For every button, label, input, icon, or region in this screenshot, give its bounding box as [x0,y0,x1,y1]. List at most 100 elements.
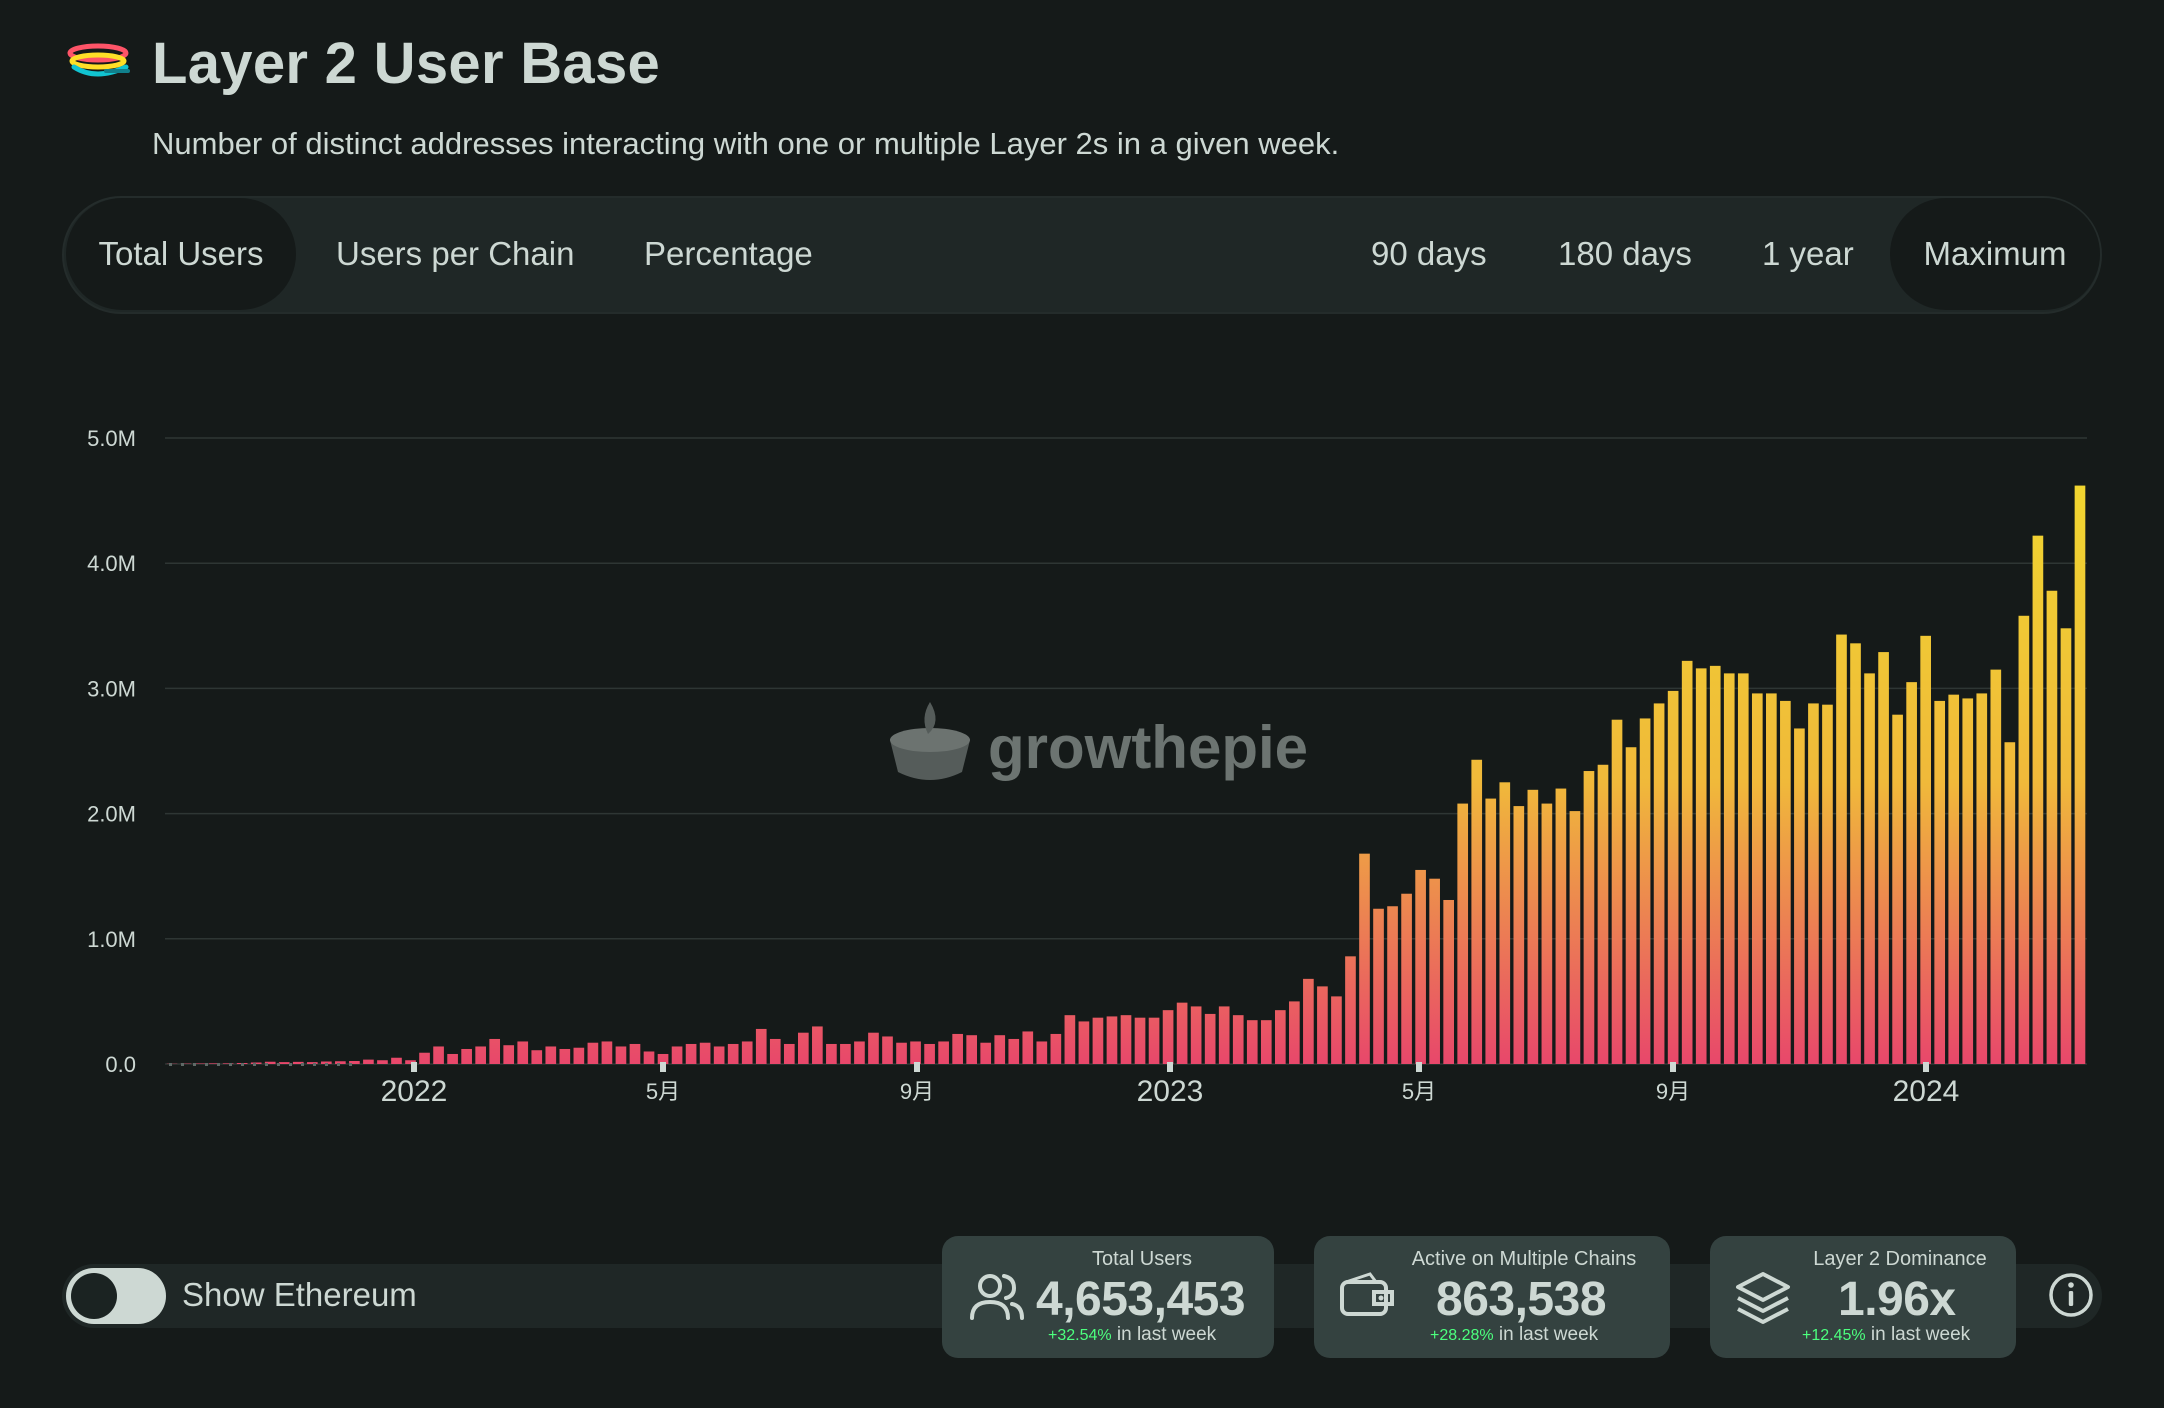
y-tick-label: 1.0M [87,927,136,952]
x-tick-mark [1923,1062,1929,1072]
info-icon[interactable] [2048,1272,2094,1318]
bar [615,1046,627,1064]
bar [882,1036,893,1064]
x-tick-label: 5月 [1402,1079,1436,1104]
baseline-dot [241,1063,244,1066]
card-label: Active on Multiple Chains [1411,1248,1637,1270]
bar [531,1050,543,1064]
x-tick-label: 2023 [1137,1075,1204,1108]
baseline-dot [217,1063,220,1066]
bar [1794,728,1805,1064]
bar [1443,899,1454,1064]
bar [264,1061,276,1064]
card-value: 4,653,453 [1036,1273,1246,1326]
bar [1401,893,1412,1064]
bar [2046,590,2058,1064]
bar [405,1060,416,1064]
tab-1-year[interactable]: 1 year [1762,235,1854,272]
show-ethereum-label: Show Ethereum [182,1276,417,1313]
bar [222,1063,234,1064]
page-title: Layer 2 User Base [152,30,661,96]
baseline-dot [253,1063,256,1066]
baseline-dot [193,1063,196,1066]
bar [1906,682,1917,1064]
multi-chain-card: Active on Multiple Chains 863,538 +28.28… [1314,1236,1670,1358]
card-change: +32.54% in last week [1048,1324,1217,1345]
bar [1766,693,1777,1064]
baseline-dot [325,1063,328,1066]
tab-maximum[interactable]: Maximum [1890,198,2100,310]
bar [1864,673,1875,1064]
bar [503,1045,515,1064]
bar [1345,956,1356,1064]
bar [657,1053,669,1064]
watermark-text: growthepie [988,714,1308,781]
bar [2074,485,2086,1064]
baseline-dot [289,1063,292,1066]
show-ethereum-toggle[interactable] [66,1268,166,1324]
bar [1962,698,1974,1064]
bar [208,1063,220,1064]
baseline-dot [301,1063,304,1066]
bar [1976,693,1988,1064]
tab-180-days[interactable]: 180 days [1558,235,1692,272]
bar [306,1062,318,1064]
bar [1232,1015,1244,1064]
bar [335,1061,346,1064]
bar [2060,628,2072,1064]
page-subtitle: Number of distinct addresses interacting… [152,126,1340,161]
x-axis: 2022 5月 9月 2023 5月 9月 2024 [169,1062,1959,1108]
tab-users-per-chain[interactable]: Users per Chain [336,235,575,272]
tab-total-users[interactable]: Total Users [66,198,296,310]
l2-logo-icon [67,43,130,77]
chart-bars [166,485,2086,1064]
bar [461,1048,472,1064]
bar [559,1048,571,1064]
bar [1274,1010,1286,1064]
baseline-dot [349,1063,352,1066]
bar [1190,1006,1202,1064]
bar [1373,908,1384,1064]
bar [1317,986,1328,1064]
y-tick-label: 2.0M [87,802,136,827]
toggle-knob [71,1273,117,1319]
bar [812,1026,823,1064]
bar [938,1041,949,1064]
bar [1036,1041,1048,1064]
bar [545,1046,557,1064]
bar [755,1028,767,1064]
bar [1836,634,1847,1064]
bar [587,1042,599,1064]
bar [489,1038,501,1064]
baseline-dot [181,1063,184,1066]
bar [1429,878,1440,1064]
bar [1625,747,1637,1064]
bar [1653,703,1665,1064]
card-value: 1.96x [1838,1273,1956,1326]
tab-90-days[interactable]: 90 days [1371,235,1487,272]
bar [699,1042,711,1064]
bar [727,1043,739,1064]
card-change: +28.28% in last week [1430,1324,1599,1345]
bar [1780,700,1791,1064]
bar [2018,615,2030,1064]
users-icon [970,1274,1024,1320]
bar [278,1062,290,1064]
y-tick-label: 0.0 [105,1052,136,1077]
bar [1948,694,1960,1064]
bar [966,1035,978,1064]
card-value: 863,538 [1436,1273,1607,1326]
bar [980,1042,992,1064]
bar [1583,771,1595,1064]
bar [1934,700,1946,1064]
baseline-dot [277,1063,280,1066]
bar [1513,806,1525,1064]
baseline-dot [313,1063,316,1066]
bar [671,1046,683,1064]
bar [798,1032,809,1064]
user-base-chart: 0.0 1.0M 2.0M 3.0M 4.0M 5.0M growthepie 2022 5… [87,426,2087,1108]
bar [321,1061,332,1064]
tab-percentage[interactable]: Percentage [644,235,813,272]
bar [1092,1017,1104,1064]
bar [1499,782,1511,1064]
